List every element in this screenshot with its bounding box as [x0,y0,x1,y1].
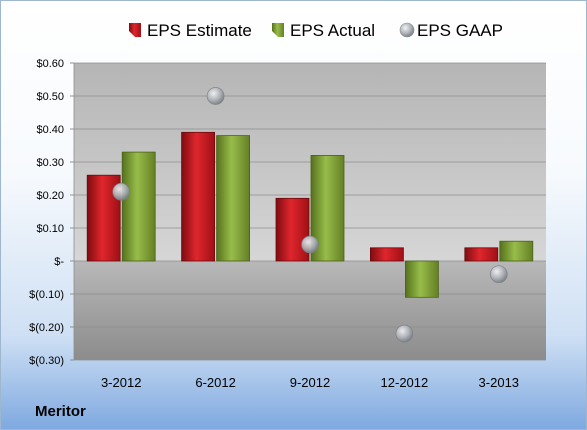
x-tick-label: 3-2012 [101,375,141,390]
y-tick-label: $(0.20) [29,322,64,334]
bar-eps-estimate [369,247,404,262]
marker-eps-gaap [112,182,131,201]
x-tick-label: 9-2012 [290,375,330,390]
x-tick-label: 12-2012 [381,375,429,390]
company-name: Meritor [35,403,86,420]
legend-swatch-gaap [399,22,415,38]
marker-eps-gaap [395,324,414,343]
legend: EPS Estimate EPS Actual EPS GAAP [129,21,503,40]
plot-area-negative [74,261,546,360]
bar-eps-actual [499,240,534,262]
legend-label-estimate: EPS Estimate [147,21,252,40]
y-tick-label: $(0.10) [29,289,64,301]
y-tick-label: $0.30 [36,157,64,169]
y-tick-label: $0.40 [36,124,64,136]
marker-eps-gaap [206,87,225,105]
legend-swatch-estimate [129,23,141,37]
x-tick-label: 6-2012 [195,375,235,390]
y-axis-ticks: $0.60 $0.50 $0.40 $0.30 $0.20 $0.10 $- $(0.10) $… [29,58,64,367]
y-tick-label: $0.50 [36,91,64,103]
marker-eps-gaap [301,235,319,254]
y-tick-label: $0.10 [36,223,64,235]
legend-label-gaap: EPS GAAP [417,21,503,40]
bar-eps-estimate [464,247,499,262]
legend-label-actual: EPS Actual [290,21,375,40]
marker-eps-gaap [489,265,508,284]
x-tick-label: 3-2013 [479,375,519,390]
y-tick-label: $- [54,256,64,268]
bar-eps-actual [121,151,156,262]
y-tick-label: $0.60 [36,58,64,70]
bar-eps-actual [216,135,251,262]
y-tick-label: $(0.30) [29,355,64,367]
bar-eps-estimate [275,197,310,262]
bar-eps-actual [404,260,439,298]
gaap-markers [112,87,508,343]
bar-eps-estimate [181,131,216,262]
x-axis-labels: 3-2012 6-2012 9-2012 12-2012 3-2013 [101,375,519,390]
y-tick-label: $0.20 [36,190,64,202]
legend-swatch-actual [272,23,284,37]
